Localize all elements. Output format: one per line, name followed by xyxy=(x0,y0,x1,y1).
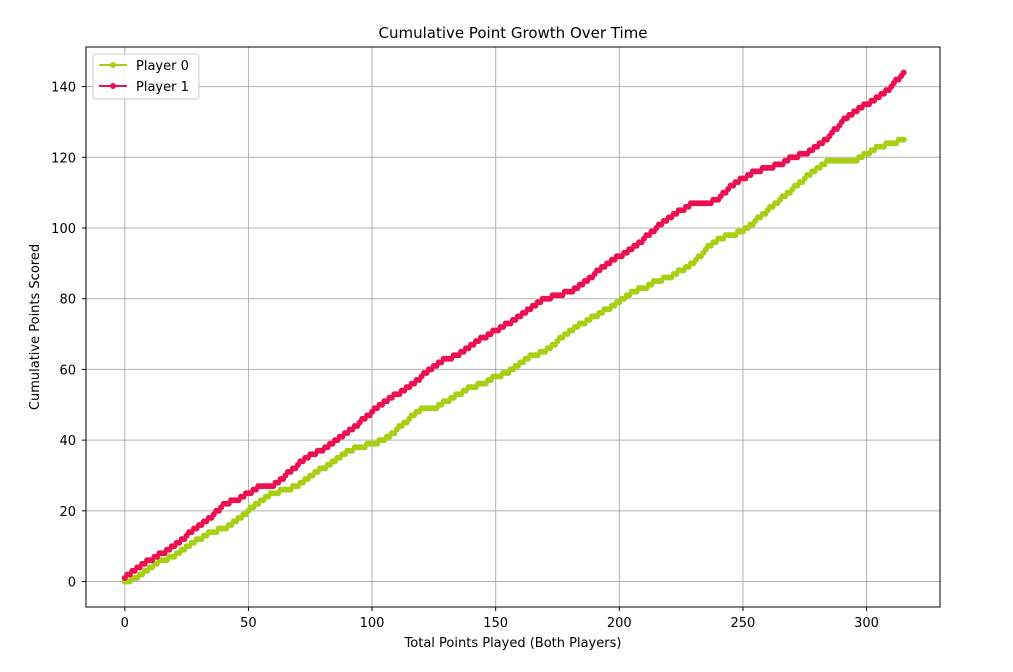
x-tick-label: 200 xyxy=(607,616,632,631)
legend-marker-player-1 xyxy=(110,83,116,89)
x-tick-label: 300 xyxy=(854,616,879,631)
y-tick-label: 60 xyxy=(59,363,76,378)
legend-marker-player-0 xyxy=(110,62,116,68)
legend-label-player-1: Player 1 xyxy=(136,80,189,95)
y-tick-label: 100 xyxy=(51,222,76,237)
legend-label-player-0: Player 0 xyxy=(136,59,189,74)
series-markers-player-1 xyxy=(121,69,907,581)
legend: Player 0 Player 1 xyxy=(92,53,200,100)
y-tick-label: 80 xyxy=(59,293,76,308)
plot-area-frame xyxy=(85,46,941,608)
chart-title: Cumulative Point Growth Over Time xyxy=(378,24,647,42)
y-tick-label: 0 xyxy=(68,576,76,591)
x-tick-label: 250 xyxy=(731,616,756,631)
x-tick-label: 50 xyxy=(240,616,257,631)
y-tick-label: 40 xyxy=(59,434,76,449)
series-layer xyxy=(121,69,907,585)
y-tick-label: 20 xyxy=(59,505,76,520)
y-tick-label: 140 xyxy=(51,81,76,96)
y-axis-label: Cumulative Points Scored xyxy=(28,244,43,410)
data-point xyxy=(900,69,907,76)
axis-ticks: 0 50 100 150 200 250 300 0 20 40 60 80 100 120 140 xyxy=(51,81,879,631)
series-markers-player-0 xyxy=(121,136,907,585)
data-point xyxy=(900,136,907,143)
x-tick-label: 100 xyxy=(360,616,385,631)
x-axis-label: Total Points Played (Both Players) xyxy=(404,636,622,651)
x-tick-label: 0 xyxy=(121,616,129,631)
y-tick-label: 120 xyxy=(51,151,76,166)
x-tick-label: 150 xyxy=(483,616,508,631)
